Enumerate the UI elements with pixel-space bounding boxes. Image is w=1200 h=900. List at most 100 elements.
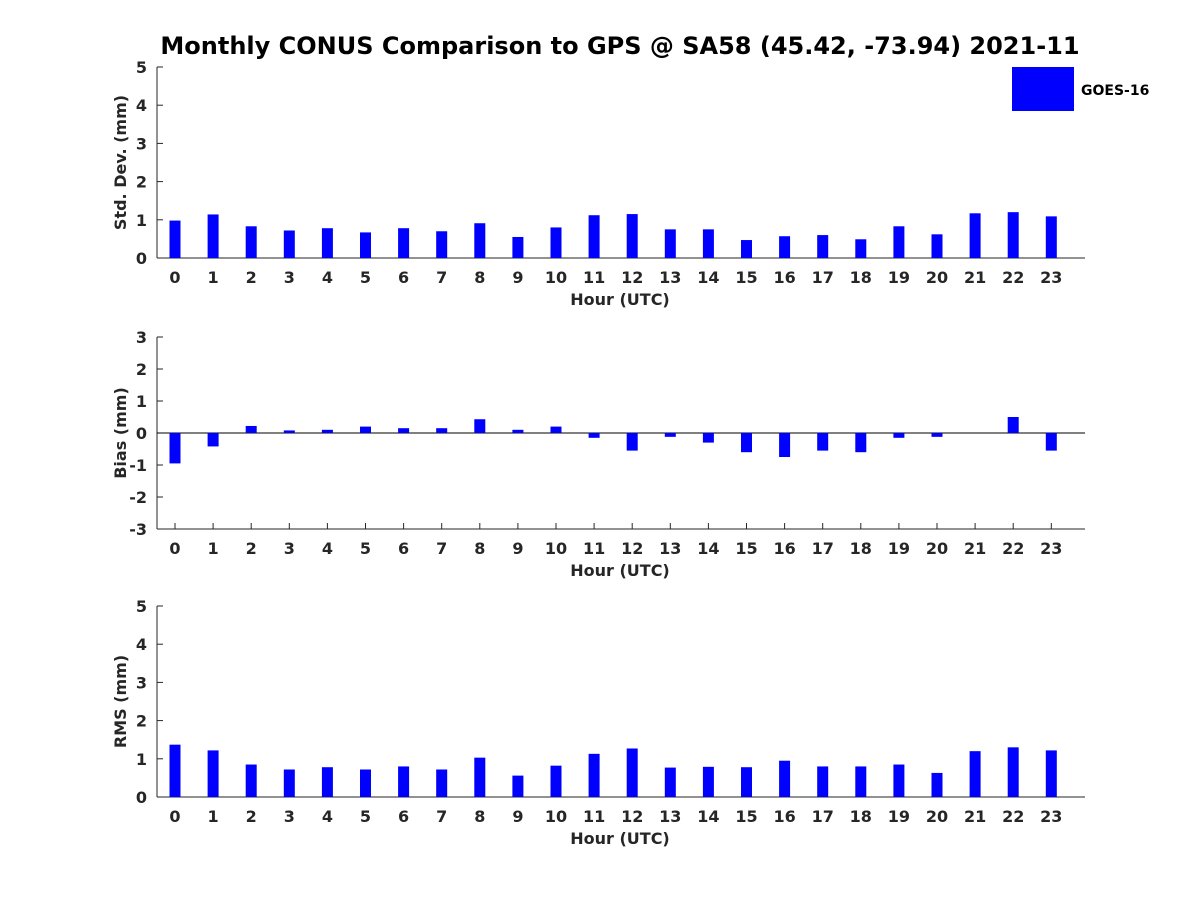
bar <box>931 234 943 258</box>
x-tick-label: 18 <box>850 807 872 826</box>
x-tick-label: 13 <box>659 539 681 558</box>
x-tick-label: 1 <box>208 268 219 287</box>
bar <box>817 766 829 797</box>
bar <box>817 235 829 258</box>
x-tick-label: 4 <box>322 268 333 287</box>
bar <box>398 766 410 797</box>
bar <box>512 429 524 433</box>
x-tick-label: 14 <box>697 539 719 558</box>
bar <box>931 433 943 437</box>
bar <box>436 769 448 797</box>
y-axis-label: Bias (mm) <box>111 387 130 479</box>
bar <box>855 433 867 453</box>
bar <box>398 428 410 433</box>
x-tick-label: 17 <box>812 539 834 558</box>
bar <box>321 228 333 258</box>
bar <box>550 426 562 433</box>
x-axis-label: Hour (UTC) <box>570 561 670 580</box>
y-tick-label: -2 <box>129 488 147 507</box>
x-tick-label: 11 <box>583 807 605 826</box>
x-tick-label: 15 <box>735 807 757 826</box>
y-tick-label: 1 <box>136 750 147 769</box>
x-tick-label: 20 <box>926 268 948 287</box>
bar <box>169 433 181 464</box>
x-tick-label: 14 <box>697 268 719 287</box>
bar <box>664 433 676 437</box>
bar <box>779 433 791 457</box>
x-tick-label: 13 <box>659 807 681 826</box>
x-tick-label: 12 <box>621 807 643 826</box>
bar <box>817 433 829 451</box>
y-tick-label: 5 <box>136 597 147 616</box>
bar <box>1007 212 1019 258</box>
x-tick-label: 11 <box>583 268 605 287</box>
x-tick-label: 2 <box>246 539 257 558</box>
bar <box>626 748 638 797</box>
y-tick-label: 2 <box>136 173 147 192</box>
bar <box>1007 417 1019 433</box>
bar <box>702 766 714 797</box>
bar <box>741 240 752 258</box>
bar <box>626 433 638 451</box>
bar <box>664 229 676 258</box>
bar <box>512 775 524 797</box>
y-tick-label: -3 <box>129 520 147 539</box>
bar <box>169 744 181 797</box>
x-tick-label: 3 <box>284 539 295 558</box>
bar <box>474 419 486 433</box>
bar <box>702 433 714 443</box>
x-tick-label: 23 <box>1040 268 1062 287</box>
y-tick-label: 0 <box>136 424 147 443</box>
x-tick-label: 0 <box>169 807 180 826</box>
bar <box>245 425 257 433</box>
bar <box>893 764 905 797</box>
bar <box>321 429 333 433</box>
y-tick-label: -1 <box>129 456 147 475</box>
y-tick-label: 0 <box>136 788 147 807</box>
x-tick-label: 2 <box>246 807 257 826</box>
bar <box>245 764 257 797</box>
x-tick-label: 21 <box>964 539 986 558</box>
x-tick-label: 13 <box>659 268 681 287</box>
x-tick-label: 8 <box>474 268 485 287</box>
x-tick-label: 9 <box>512 807 523 826</box>
bar <box>893 226 905 258</box>
x-tick-label: 7 <box>436 807 447 826</box>
x-axis-label: Hour (UTC) <box>570 829 670 848</box>
x-tick-label: 9 <box>512 268 523 287</box>
x-tick-label: 22 <box>1002 807 1024 826</box>
bar <box>931 772 943 797</box>
x-tick-label: 4 <box>322 539 333 558</box>
x-tick-label: 21 <box>964 807 986 826</box>
x-tick-label: 15 <box>735 539 757 558</box>
bar <box>969 751 981 797</box>
x-tick-label: 5 <box>360 807 371 826</box>
bar <box>283 430 295 433</box>
bar <box>550 765 562 797</box>
x-tick-label: 12 <box>621 539 643 558</box>
y-tick-label: 2 <box>136 360 147 379</box>
x-tick-label: 7 <box>436 539 447 558</box>
bar <box>1007 747 1019 797</box>
bar <box>1045 750 1057 797</box>
bar <box>1045 433 1057 451</box>
bar <box>360 426 371 433</box>
x-tick-label: 17 <box>812 268 834 287</box>
x-tick-label: 6 <box>398 268 409 287</box>
y-tick-label: 3 <box>136 134 147 153</box>
bar <box>1045 216 1057 258</box>
x-tick-label: 21 <box>964 268 986 287</box>
bar <box>207 433 219 447</box>
x-tick-label: 10 <box>545 539 567 558</box>
x-tick-label: 3 <box>284 807 295 826</box>
bar <box>207 750 219 797</box>
bar <box>360 232 371 258</box>
bar <box>626 214 638 258</box>
x-tick-label: 6 <box>398 807 409 826</box>
bar <box>664 767 676 797</box>
legend-swatch <box>1012 67 1074 111</box>
bar <box>283 769 295 797</box>
x-tick-label: 11 <box>583 539 605 558</box>
x-tick-label: 0 <box>169 539 180 558</box>
